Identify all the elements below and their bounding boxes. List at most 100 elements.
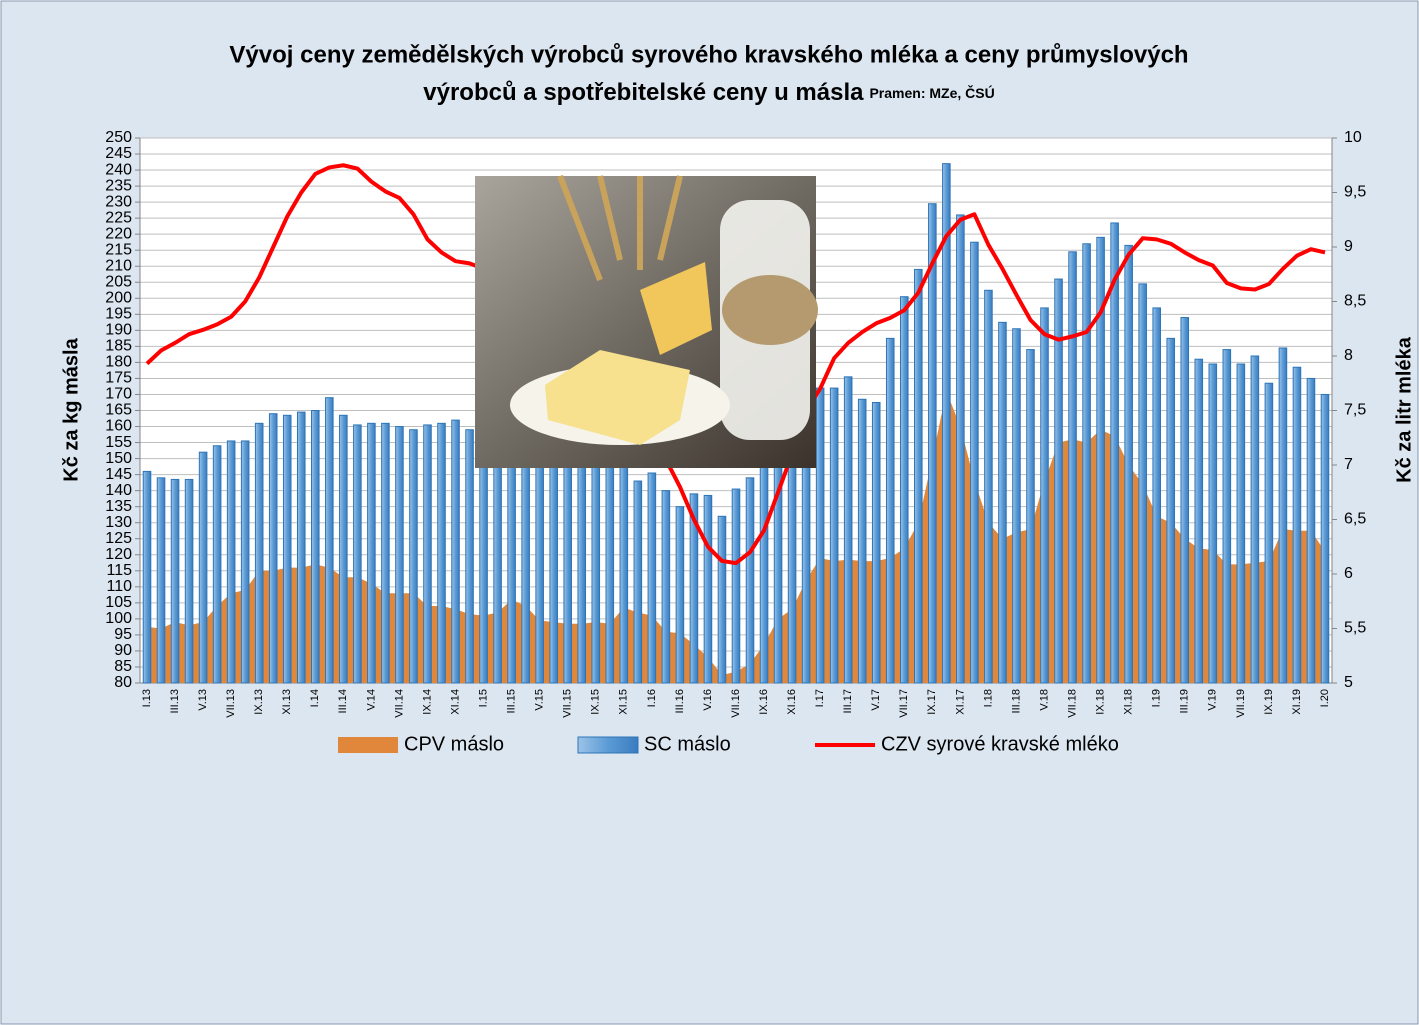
x-tick-label: IX.19 bbox=[1263, 689, 1275, 715]
x-tick-label: XI.14 bbox=[449, 689, 461, 715]
y-tick-label: 140 bbox=[105, 482, 132, 499]
y2-tick-label: 5 bbox=[1344, 674, 1353, 691]
bar bbox=[410, 430, 418, 683]
bar bbox=[1013, 329, 1021, 683]
x-tick-label: I.15 bbox=[477, 689, 489, 707]
y2-tick-label: 9,5 bbox=[1344, 184, 1366, 201]
bar bbox=[143, 471, 151, 683]
bar bbox=[438, 423, 446, 683]
legend-label: SC máslo bbox=[644, 733, 731, 755]
x-tick-label: III.13 bbox=[169, 689, 181, 713]
chart-title: Vývoj ceny zemědělských výrobců syrového… bbox=[229, 41, 1188, 68]
y2-tick-label: 7 bbox=[1344, 456, 1353, 473]
y2-axis-title: Kč za litr mléka bbox=[1393, 336, 1415, 483]
x-tick-label: IX.15 bbox=[590, 689, 602, 715]
x-tick-label: VII.16 bbox=[730, 689, 742, 718]
y-tick-label: 160 bbox=[105, 418, 132, 435]
x-tick-label: XI.17 bbox=[954, 689, 966, 715]
x-tick-label: V.15 bbox=[534, 689, 546, 711]
page: Vývoj ceny zemědělských výrobců syrového… bbox=[0, 0, 1419, 1025]
bar bbox=[1321, 394, 1329, 683]
y-tick-label: 235 bbox=[105, 177, 132, 194]
x-tick-label: VII.15 bbox=[562, 689, 574, 718]
chart: Vývoj ceny zemědělských výrobců syrového… bbox=[0, 0, 1419, 1025]
bar bbox=[1139, 284, 1147, 683]
x-tick-label: V.13 bbox=[197, 689, 209, 711]
bar bbox=[816, 388, 824, 683]
bar bbox=[606, 463, 614, 683]
legend-label: CPV máslo bbox=[404, 733, 504, 755]
x-tick-label: XI.16 bbox=[786, 689, 798, 715]
bar bbox=[227, 441, 235, 683]
y-tick-label: 165 bbox=[105, 402, 132, 419]
bar bbox=[676, 507, 684, 683]
bar bbox=[1181, 318, 1189, 683]
bar bbox=[396, 427, 404, 683]
bar bbox=[1195, 359, 1203, 683]
bar bbox=[592, 443, 600, 683]
x-tick-label: IX.17 bbox=[926, 689, 938, 715]
x-tick-label: V.19 bbox=[1207, 689, 1219, 711]
bar bbox=[957, 215, 965, 683]
x-tick-label: V.14 bbox=[365, 689, 377, 711]
bar bbox=[1083, 244, 1091, 683]
x-tick-label: V.17 bbox=[870, 689, 882, 711]
bar bbox=[424, 425, 432, 683]
bar bbox=[1041, 308, 1049, 683]
bar bbox=[241, 441, 249, 683]
bar bbox=[382, 423, 390, 683]
x-tick-label: I.14 bbox=[309, 689, 321, 707]
y-tick-label: 210 bbox=[105, 257, 132, 274]
x-tick-label: III.18 bbox=[1010, 689, 1022, 713]
bar bbox=[466, 430, 474, 683]
bar bbox=[1237, 364, 1245, 683]
x-tick-label: VII.18 bbox=[1066, 689, 1078, 718]
legend: CPV máslo SC máslo CZV syrové kravské mlék… bbox=[338, 733, 1119, 755]
y-tick-label: 230 bbox=[105, 193, 132, 210]
x-tick-label: V.16 bbox=[702, 689, 714, 711]
y-tick-label: 200 bbox=[105, 290, 132, 307]
y-tick-label: 115 bbox=[106, 562, 132, 579]
bar bbox=[340, 415, 348, 683]
x-tick-label: IX.13 bbox=[253, 689, 265, 715]
y-tick-label: 130 bbox=[105, 514, 132, 531]
bar bbox=[368, 423, 376, 683]
bar bbox=[255, 423, 263, 683]
x-tick-label: V.18 bbox=[1038, 689, 1050, 711]
bar bbox=[858, 399, 866, 683]
bar bbox=[844, 377, 852, 683]
y-tick-label: 120 bbox=[105, 546, 132, 563]
x-tick-label: VII.13 bbox=[225, 689, 237, 718]
legend-swatch bbox=[578, 737, 638, 753]
y-tick-label: 145 bbox=[105, 466, 132, 483]
y-tick-label: 90 bbox=[114, 642, 132, 659]
y-tick-label: 110 bbox=[106, 578, 132, 595]
y-tick-label: 100 bbox=[105, 610, 132, 627]
bar bbox=[312, 411, 320, 684]
bar bbox=[1069, 252, 1077, 683]
photo bbox=[475, 176, 818, 468]
y2-tick-label: 5,5 bbox=[1344, 620, 1366, 637]
y2-tick-label: 8,5 bbox=[1344, 293, 1366, 310]
bar bbox=[634, 481, 642, 683]
legend-label: CZV syrové kravské mléko bbox=[881, 733, 1119, 755]
y-tick-label: 220 bbox=[105, 225, 132, 242]
y2-tick-label: 6 bbox=[1344, 565, 1353, 582]
bar bbox=[326, 398, 334, 683]
x-tick-label: I.18 bbox=[982, 689, 994, 707]
bar bbox=[704, 495, 712, 683]
bar bbox=[1251, 356, 1259, 683]
bar bbox=[872, 402, 880, 683]
y-tick-label: 215 bbox=[105, 241, 132, 258]
y-tick-label: 240 bbox=[105, 161, 132, 178]
x-tick-label: I.16 bbox=[646, 689, 658, 707]
bar bbox=[199, 452, 207, 683]
bar bbox=[1265, 383, 1273, 683]
bar bbox=[1293, 367, 1301, 683]
bar bbox=[830, 388, 838, 683]
x-tick-label: III.16 bbox=[674, 689, 686, 713]
bar bbox=[900, 297, 908, 683]
bar bbox=[1027, 350, 1035, 683]
bar bbox=[185, 479, 193, 683]
photo-sack bbox=[722, 275, 818, 345]
